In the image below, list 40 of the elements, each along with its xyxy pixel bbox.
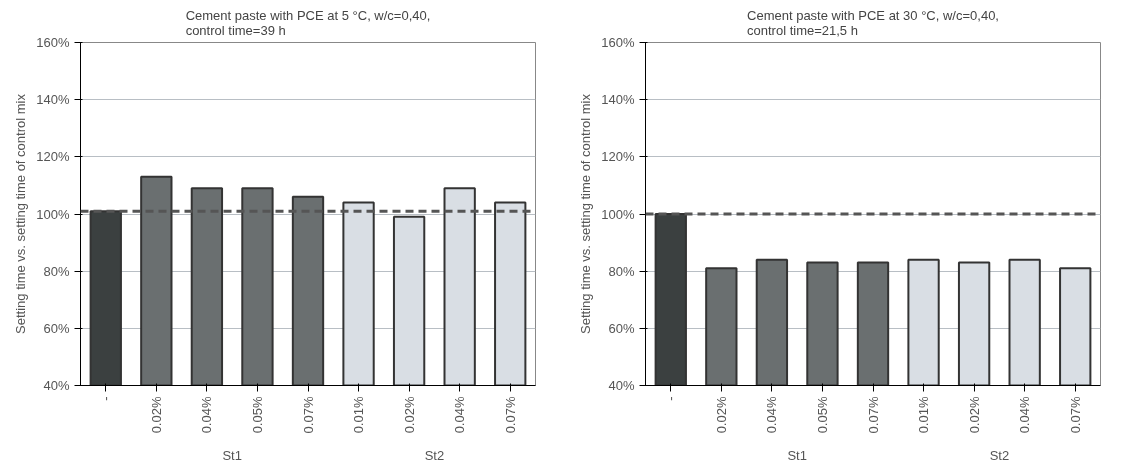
x-tick-label: 0.01%: [916, 396, 932, 434]
x-tick-label: 0.01%: [351, 396, 367, 434]
y-tick-label: 140%: [601, 92, 635, 108]
text: St1: [222, 447, 242, 463]
x-tick-label: 0.07%: [300, 396, 316, 434]
y-tick-label: 100%: [36, 206, 70, 222]
text: St1: [787, 447, 807, 463]
x-tick-label: 0.04%: [199, 396, 215, 434]
y-tick-label: 100%: [601, 206, 635, 222]
x-tick-label: 0.05%: [249, 396, 265, 434]
text: St2: [989, 447, 1010, 463]
x-tick-label: -: [98, 396, 114, 401]
y-tick-label: 120%: [36, 149, 70, 165]
y-tick-label: 80%: [43, 263, 70, 279]
y-tick-label: 60%: [608, 320, 635, 336]
x-tick-label: 0.02%: [713, 396, 729, 434]
x-tick-label: 0.07%: [1067, 396, 1083, 434]
y-axis-title: Setting time vs. setting time of control mix: [13, 93, 29, 334]
y-axis-title: Setting time vs. setting time of control mix: [578, 93, 594, 334]
x-tick-label: 0.02%: [966, 396, 982, 434]
x-tick-label: -: [663, 396, 679, 401]
x-tick-label: 0.02%: [148, 396, 164, 434]
x-tick-label: 0.07%: [865, 396, 881, 434]
text: St2: [424, 447, 445, 463]
y-tick-label: 40%: [43, 378, 70, 393]
y-tick-label: 60%: [43, 320, 70, 336]
y-tick-label: 160%: [601, 35, 635, 50]
x-tick-label: 0.04%: [764, 396, 780, 434]
x-tick-label: 0.05%: [814, 396, 830, 434]
x-tick-label: 0.04%: [452, 396, 468, 434]
x-tick-label: 0.07%: [502, 396, 518, 434]
y-tick-label: 140%: [36, 92, 70, 108]
x-tick-label: 0.02%: [401, 396, 417, 434]
chart-title: Cement paste with PCE at 5 °C, w/c=0,40, control time=39 h: [185, 7, 431, 38]
x-tick-label: 0.04%: [1017, 396, 1033, 434]
chart-title: Cement paste with PCE at 30 °C, w/c=0,40, control time=21,5 h: [747, 7, 999, 38]
y-tick-label: 80%: [608, 263, 635, 279]
y-tick-label: 120%: [601, 149, 635, 165]
y-tick-label: 160%: [36, 35, 70, 50]
y-tick-label: 40%: [608, 378, 635, 393]
